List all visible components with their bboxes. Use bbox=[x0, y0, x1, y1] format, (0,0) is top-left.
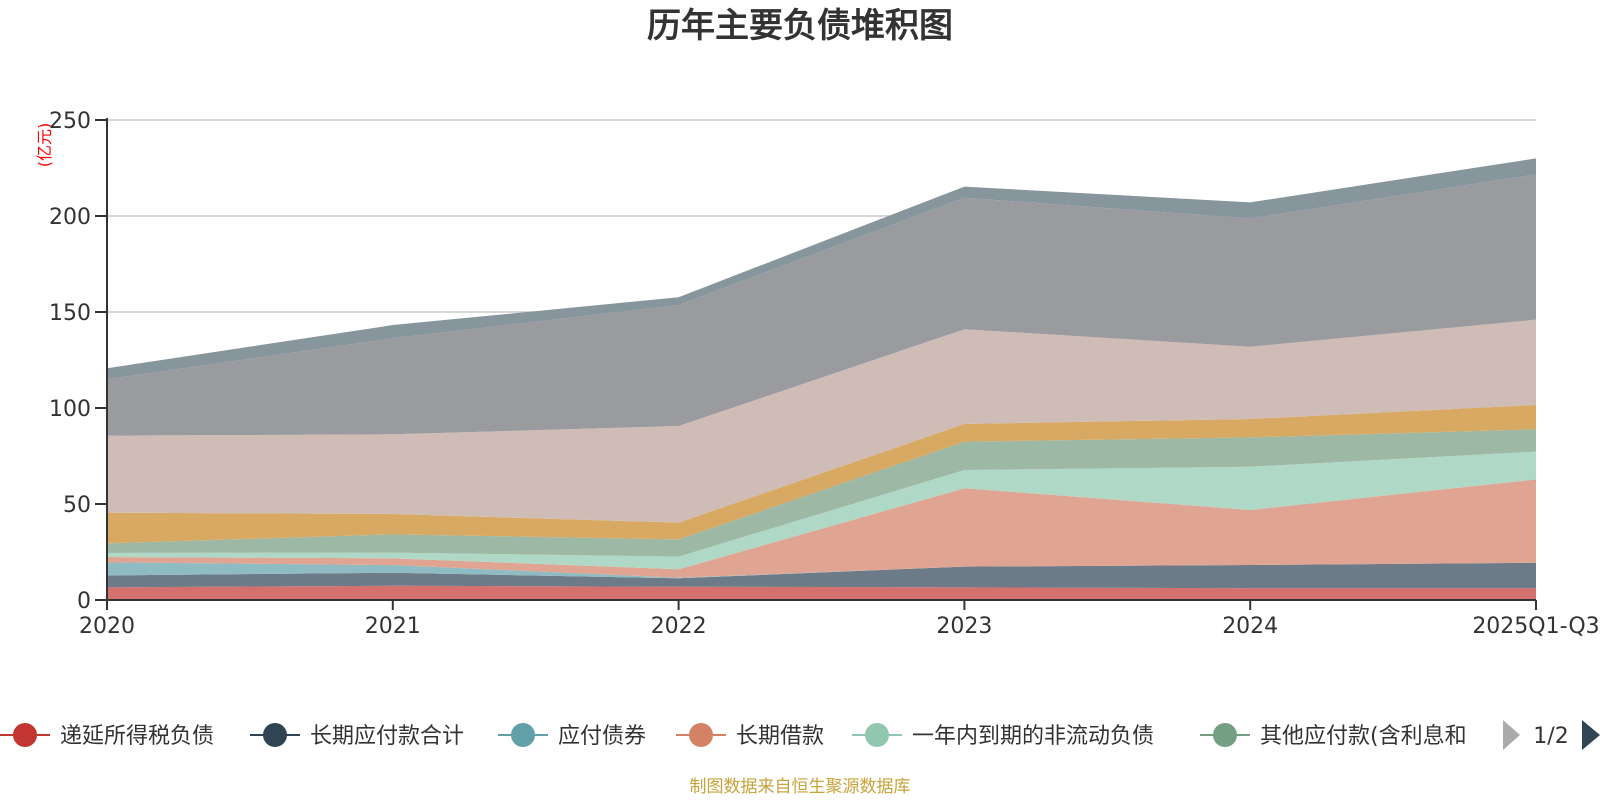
legend-pager: 1/2 bbox=[1503, 720, 1600, 750]
data-source-footer: 制图数据来自恒生聚源数据库 bbox=[690, 777, 911, 797]
area-series-5 bbox=[107, 429, 1536, 557]
y-tick-label: 100 bbox=[49, 397, 91, 422]
y-tick-label: 250 bbox=[49, 109, 91, 134]
legend-circle-icon bbox=[865, 723, 889, 747]
area-series-4 bbox=[107, 451, 1536, 570]
legend-circle-icon bbox=[13, 723, 37, 747]
y-tick-label: 50 bbox=[63, 493, 91, 518]
area-series-7 bbox=[107, 319, 1536, 523]
area-series bbox=[107, 158, 1536, 600]
legend-label: 一年内到期的非流动负债 bbox=[912, 724, 1154, 749]
legend-page-indicator: 1/2 bbox=[1533, 724, 1568, 749]
axes bbox=[106, 118, 1536, 601]
area-series-1 bbox=[107, 562, 1536, 589]
legend-label: 应付债券 bbox=[558, 724, 646, 749]
legend-label: 其他应付款(含利息和 bbox=[1260, 724, 1467, 749]
legend-label: 递延所得税负债 bbox=[60, 724, 214, 749]
area-series-8 bbox=[107, 174, 1536, 436]
x-tick-label: 2021 bbox=[365, 614, 421, 639]
x-tick-label: 2025Q1-Q3 bbox=[1472, 614, 1599, 639]
legend-item[interactable]: 一年内到期的非流动负债 bbox=[852, 723, 1154, 749]
area-series-3 bbox=[107, 479, 1536, 578]
x-tick-label: 2022 bbox=[651, 614, 707, 639]
area-series-0 bbox=[107, 585, 1536, 600]
area-series-2 bbox=[107, 562, 1536, 579]
area-series-6 bbox=[107, 404, 1536, 544]
legend-label: 长期借款 bbox=[736, 724, 824, 749]
y-tick-label: 150 bbox=[49, 301, 91, 326]
legend-label: 长期应付款合计 bbox=[310, 724, 464, 749]
legend-item[interactable]: 递延所得税负债 bbox=[0, 723, 214, 749]
legend-circle-icon bbox=[263, 723, 287, 747]
legend-circle-icon bbox=[1213, 723, 1237, 747]
legend: 递延所得税负债 长期应付款合计 应付债券 长期借款 一年内到期的非流动负债 其他应付款(含… bbox=[0, 723, 1467, 749]
legend-item[interactable]: 应付债券 bbox=[498, 723, 646, 749]
legend-circle-icon bbox=[689, 723, 713, 747]
chart-title: 历年主要负债堆积图 bbox=[647, 6, 953, 46]
legend-item[interactable]: 长期应付款合计 bbox=[250, 723, 464, 749]
legend-item[interactable]: 长期借款 bbox=[676, 723, 824, 749]
x-tick-label: 2023 bbox=[936, 614, 992, 639]
y-axis-unit-label: (亿元) bbox=[35, 123, 54, 168]
x-axis-ticks: 2020 2021 2022 2023 2024 2025Q1-Q3 bbox=[79, 600, 1600, 639]
triangle-left-icon[interactable] bbox=[1503, 720, 1520, 750]
legend-item[interactable]: 其他应付款(含利息和 bbox=[1200, 723, 1467, 749]
y-tick-label: 0 bbox=[77, 589, 91, 614]
triangle-right-icon[interactable] bbox=[1582, 720, 1600, 750]
y-tick-label: 200 bbox=[49, 205, 91, 230]
y-axis-ticks: 0 50 100 150 200 250 bbox=[49, 109, 107, 614]
legend-circle-icon bbox=[511, 723, 535, 747]
x-tick-label: 2020 bbox=[79, 614, 135, 639]
x-tick-label: 2024 bbox=[1222, 614, 1278, 639]
area-series-9 bbox=[107, 158, 1536, 380]
